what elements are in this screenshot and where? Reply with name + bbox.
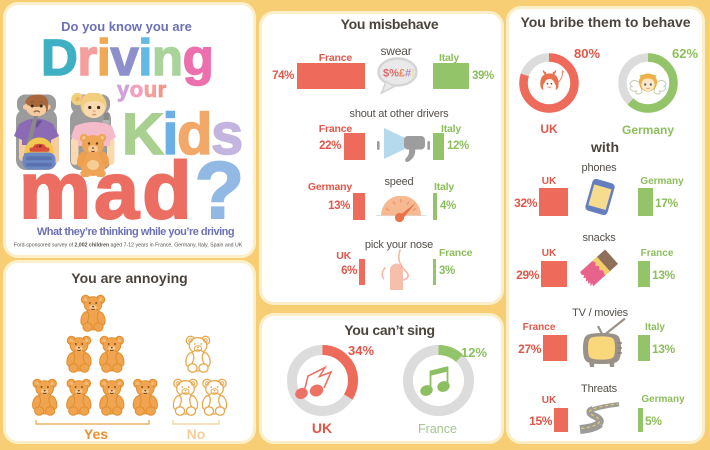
svg-text:No: No — [187, 426, 206, 441]
svg-text:$%£#!: $%£#! — [383, 68, 415, 80]
svg-text:Yes: Yes — [84, 426, 108, 441]
